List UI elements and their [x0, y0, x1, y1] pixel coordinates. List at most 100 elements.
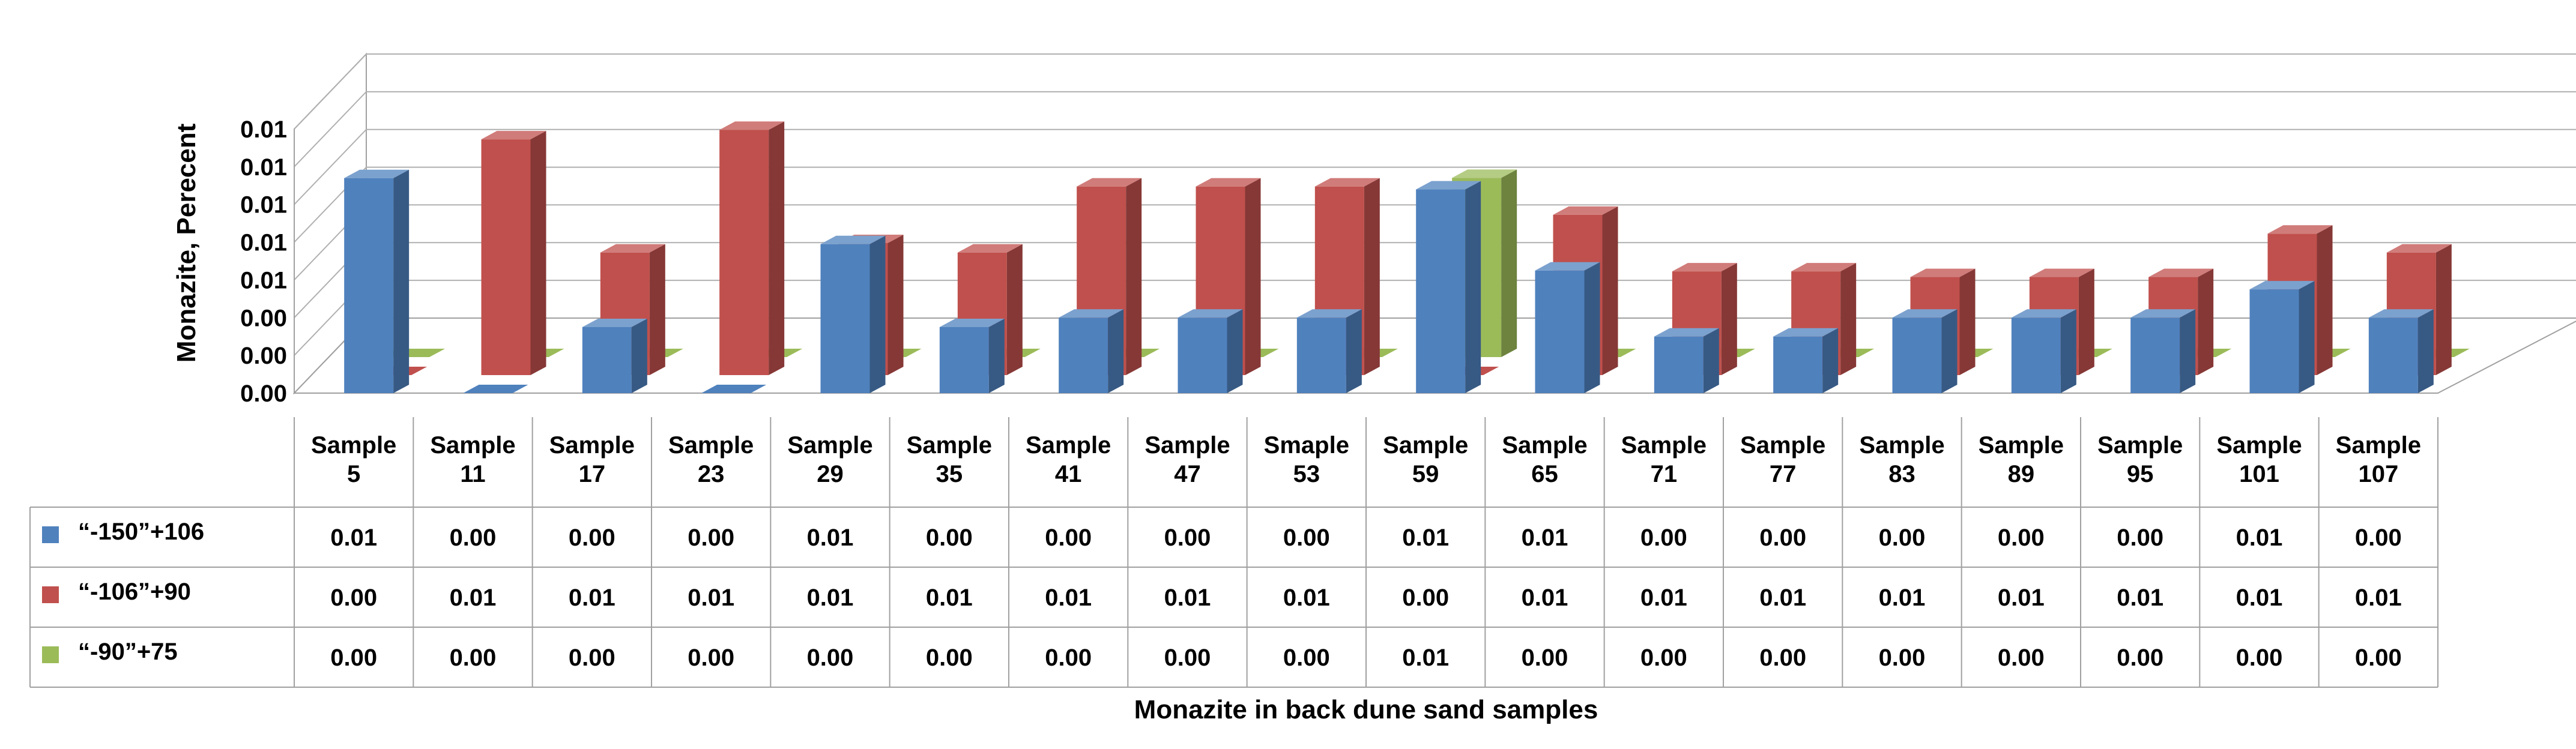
category-label: Sample 89	[1979, 432, 2064, 487]
bar-top	[1553, 206, 1618, 215]
bar-front	[1296, 317, 1346, 393]
bar-front	[2249, 289, 2299, 393]
bar-top	[1535, 262, 1600, 271]
bar-top	[2368, 309, 2434, 318]
y-tick-label: 0.00	[240, 343, 287, 369]
data-label: 0.01	[1640, 585, 1687, 611]
data-label: 0.00	[688, 645, 734, 671]
data-label: 0.01	[450, 585, 497, 611]
data-label: 0.01	[1164, 585, 1211, 611]
data-label: 0.00	[1283, 525, 1330, 551]
bar-front	[582, 327, 632, 393]
category-label: Sample 41	[1026, 432, 1111, 487]
bar-side	[2417, 309, 2434, 393]
bar-front	[939, 327, 989, 393]
bar	[719, 121, 785, 375]
category-label: Sample 59	[1383, 432, 1468, 487]
bar-top	[600, 244, 665, 253]
data-label: 0.01	[1402, 525, 1449, 551]
bar-top	[1654, 328, 1719, 337]
bar-side	[2078, 268, 2094, 375]
bar-top	[820, 235, 886, 244]
y-tick-label: 0.01	[240, 267, 287, 293]
bar-top	[1672, 263, 1737, 272]
data-label: 0.00	[569, 525, 615, 551]
bar-top	[481, 131, 546, 140]
bar-side	[1941, 309, 1958, 393]
category-label: Sample 47	[1144, 432, 1230, 487]
category-label: Sample 101	[2216, 432, 2302, 487]
bar-side	[1245, 178, 1261, 375]
data-label: 0.01	[807, 525, 854, 551]
bar-top	[2386, 244, 2452, 253]
bar-top	[2267, 225, 2333, 234]
bar-top	[1452, 169, 1517, 178]
data-label: 0.00	[1164, 525, 1211, 551]
legend-label: “-90”+75	[78, 639, 178, 665]
data-label: 0.00	[1045, 525, 1092, 551]
bar-side	[2060, 309, 2076, 393]
bar-side	[2317, 225, 2333, 375]
bar-top	[344, 169, 410, 178]
bar	[820, 235, 886, 393]
gridline	[294, 128, 2576, 205]
y-tick-label: 0.01	[240, 154, 287, 181]
bar	[344, 169, 410, 393]
bar-top	[2130, 309, 2196, 318]
bar-front	[1654, 336, 1704, 393]
bar-side	[1126, 178, 1142, 375]
data-label: 0.01	[1402, 645, 1449, 671]
legend-label: “-106”+90	[78, 579, 191, 605]
bar-front	[481, 139, 531, 375]
y-tick-label: 0.00	[240, 305, 287, 331]
bar	[1059, 309, 1124, 393]
gridline	[294, 91, 2576, 167]
bar	[2011, 309, 2076, 393]
bar	[2249, 281, 2315, 393]
bar	[1892, 309, 1958, 393]
category-label: Sample 83	[1859, 432, 1944, 487]
data-label: 0.01	[2355, 585, 2402, 611]
bar-side	[1006, 244, 1023, 375]
bar-top	[701, 385, 767, 393]
data-label: 0.00	[2117, 645, 2163, 671]
data-label: 0.01	[1283, 585, 1330, 611]
category-label: Sample 35	[907, 432, 992, 487]
data-label: 0.01	[2117, 585, 2163, 611]
bar-side	[1346, 309, 1362, 393]
bar-front	[1416, 189, 1466, 393]
bar-side	[1227, 309, 1243, 393]
data-label: 0.00	[1640, 525, 1687, 551]
bar-top	[1416, 181, 1481, 190]
bar-top	[2029, 268, 2094, 277]
data-label: 0.00	[1998, 645, 2045, 671]
bar-front	[1773, 336, 1823, 393]
data-label: 0.01	[1045, 585, 1092, 611]
bar-top	[1773, 328, 1839, 337]
data-label: 0.00	[1164, 645, 1211, 671]
bar-front	[1178, 317, 1227, 393]
data-label: 0.01	[569, 585, 615, 611]
data-label: 0.00	[1759, 525, 1806, 551]
data-label: 0.00	[450, 525, 497, 551]
x-axis-title: Monazite in back dune sand samples	[1134, 695, 1598, 724]
category-label: Smaple 53	[1264, 432, 1349, 487]
legend-swatch	[42, 526, 59, 543]
data-label: 0.00	[450, 645, 497, 671]
bar-side	[1584, 262, 1600, 393]
bar-top	[1178, 309, 1243, 318]
y-tick-label: 0.01	[240, 116, 287, 143]
bar-side	[530, 131, 546, 375]
bar-side	[1822, 328, 1839, 393]
gridline	[294, 53, 2576, 130]
data-label: 0.00	[807, 645, 854, 671]
data-label: 0.00	[2355, 645, 2402, 671]
legend-label: “-150”+106	[78, 519, 204, 545]
category-label: Sample 5	[311, 432, 396, 487]
bar-side	[631, 319, 647, 393]
data-label: 0.00	[1283, 645, 1330, 671]
category-label: Sample 17	[549, 432, 635, 487]
data-label: 0.01	[1522, 525, 1568, 551]
data-label: 0.01	[1522, 585, 1568, 611]
